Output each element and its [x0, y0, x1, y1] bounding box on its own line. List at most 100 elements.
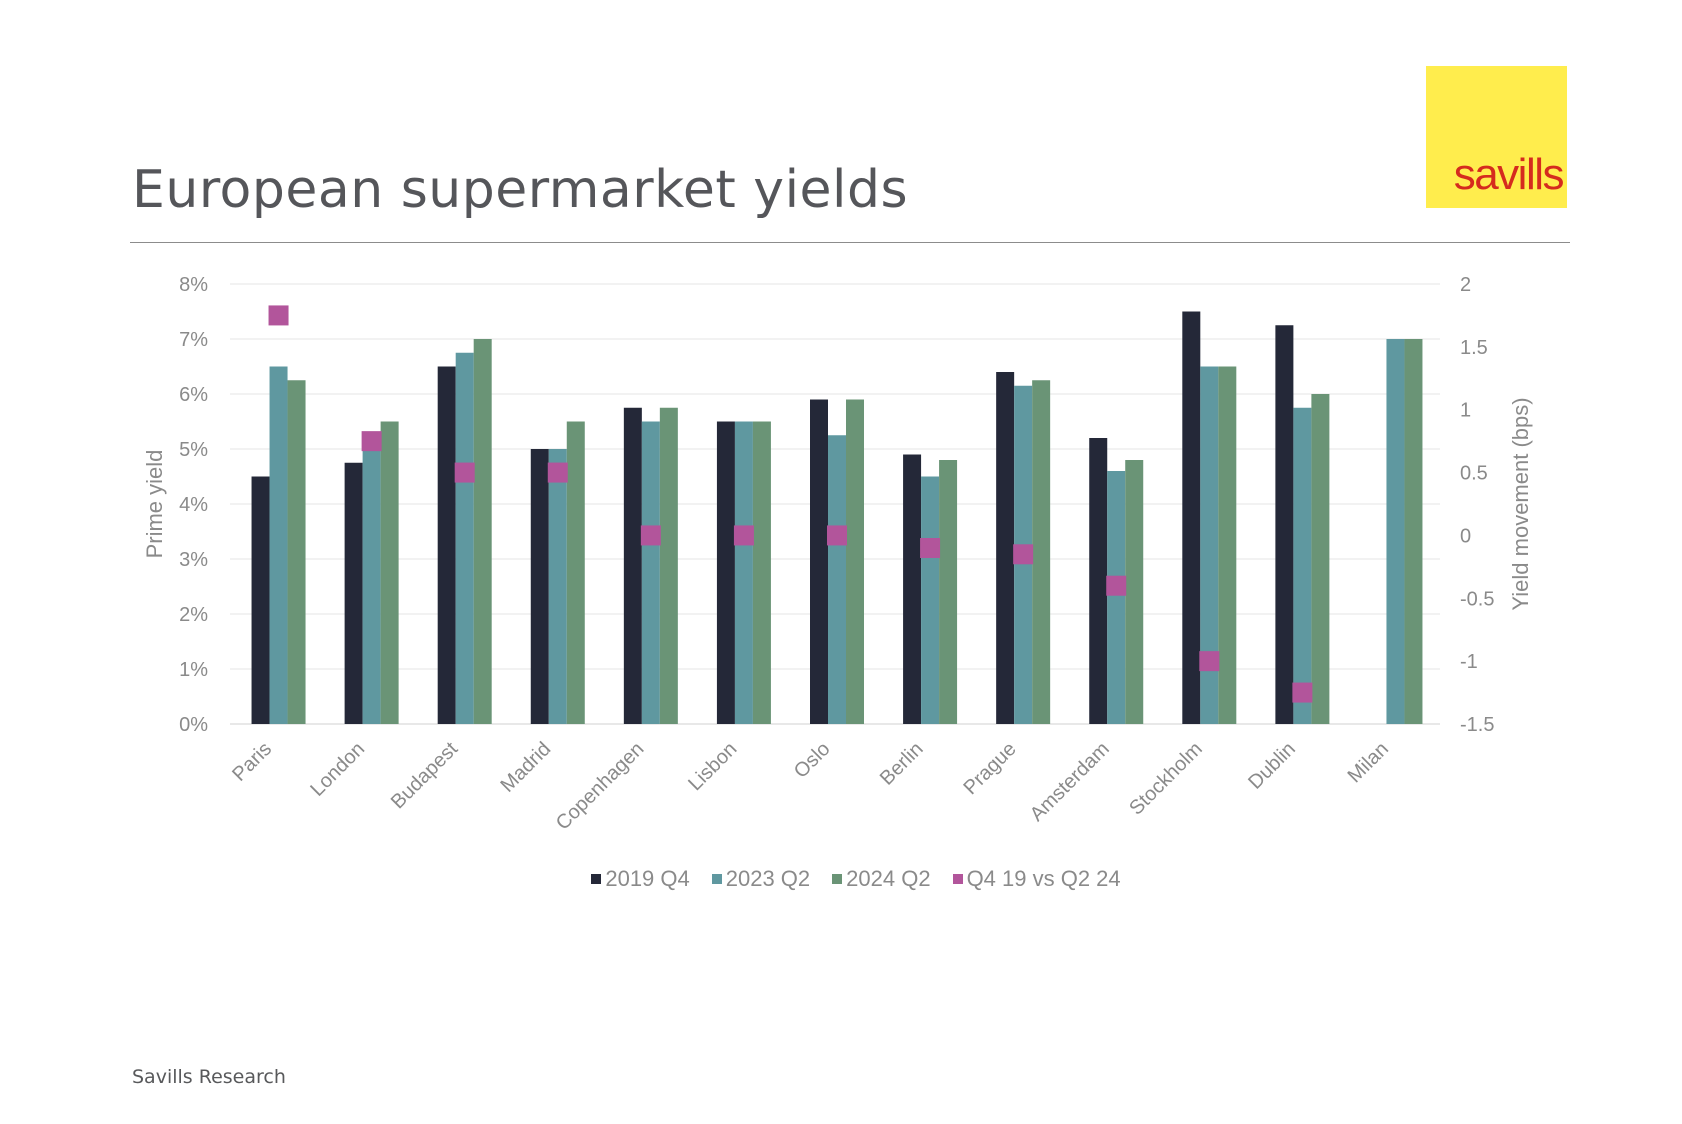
y-tick-label: 4% — [179, 494, 208, 516]
bar-2024-q2-budapest — [473, 339, 492, 724]
y2-tick-label: -1 — [1460, 651, 1478, 673]
bar-2023-q2-amsterdam — [1107, 471, 1126, 724]
movement-marker-prague — [1013, 544, 1034, 565]
y-tick-label: 5% — [179, 439, 208, 461]
page-title: European supermarket yields — [132, 160, 909, 220]
bar-2019-q4-stockholm — [1182, 311, 1201, 724]
bar-2019-q4-oslo — [810, 399, 828, 724]
bar-2024-q2-amsterdam — [1125, 460, 1144, 724]
x-tick-label: Copenhagen — [552, 738, 649, 835]
movement-marker-oslo — [827, 525, 847, 546]
bar-2024-q2-paris — [287, 380, 306, 724]
y2-tick-label: 1 — [1460, 400, 1471, 422]
bar-2023-q2-stockholm — [1200, 366, 1219, 724]
legend-swatch-2023-q2 — [711, 874, 722, 884]
legend-swatch-movement — [952, 874, 963, 884]
movement-marker-stockholm — [1199, 651, 1220, 672]
movement-marker-london — [361, 431, 382, 452]
x-tick-label: Budapest — [387, 738, 463, 814]
y2-tick-label: -1.5 — [1460, 714, 1494, 736]
bar-2019-q4-prague — [996, 372, 1015, 724]
bar-2024-q2-madrid — [566, 421, 585, 724]
legend-swatch-2019-q4 — [591, 874, 602, 884]
bar-2024-q2-berlin — [939, 460, 958, 724]
movement-marker-madrid — [547, 462, 568, 483]
bar-2023-q2-paris — [269, 366, 288, 724]
x-tick-label: Stockholm — [1125, 738, 1207, 820]
legend-label-2024-q2: 2024 Q2 — [846, 866, 931, 891]
footer-source: Savills Research — [132, 1066, 286, 1088]
x-tick-label: Berlin — [876, 738, 928, 790]
bar-2024-q2-milan — [1404, 339, 1423, 724]
savills-logo: savills — [1426, 66, 1567, 208]
y2-tick-label: 2 — [1460, 274, 1471, 296]
bar-2019-q4-amsterdam — [1089, 438, 1108, 724]
y2-tick-label: 0 — [1460, 525, 1471, 547]
x-tick-label: Madrid — [497, 738, 556, 797]
movement-marker-lisbon — [733, 525, 754, 546]
bar-2024-q2-stockholm — [1218, 366, 1237, 724]
y2-tick-label: -0.5 — [1460, 588, 1494, 610]
legend-item-2024-q2: 2024 Q2 — [832, 866, 931, 892]
y2-tick-label: 1.5 — [1460, 337, 1488, 359]
bar-2019-q4-paris — [251, 476, 270, 724]
bar-2019-q4-madrid — [530, 449, 549, 724]
movement-marker-amsterdam — [1106, 575, 1127, 596]
bar-2023-q2-budapest — [455, 352, 474, 724]
x-tick-label: Prague — [960, 738, 1021, 799]
y-tick-label: 1% — [179, 659, 208, 681]
title-divider — [130, 242, 1570, 243]
bar-2023-q2-oslo — [828, 435, 846, 724]
bar-2024-q2-copenhagen — [659, 407, 678, 724]
bar-2024-q2-london — [380, 421, 399, 724]
legend-label-2023-q2: 2023 Q2 — [725, 866, 811, 891]
x-tick-label: Dublin — [1244, 738, 1300, 794]
legend-item-2023-q2: 2023 Q2 — [711, 866, 811, 892]
bar-2023-q2-dublin — [1293, 407, 1312, 724]
x-tick-label: Paris — [228, 738, 276, 786]
legend-item-movement: Q4 19 vs Q2 24 — [952, 866, 1121, 892]
y-tick-label: 3% — [179, 549, 208, 571]
legend-swatch-2024-q2 — [832, 874, 843, 884]
movement-marker-paris — [268, 305, 289, 326]
y-tick-label: 8% — [179, 274, 208, 296]
bar-2019-q4-berlin — [903, 454, 922, 724]
x-tick-label: Oslo — [790, 738, 835, 783]
logo-text: savills — [1453, 150, 1565, 199]
y-tick-label: 6% — [179, 384, 208, 406]
x-tick-label: London — [306, 738, 369, 801]
bar-2023-q2-copenhagen — [641, 421, 660, 724]
y-tick-label: 7% — [179, 329, 208, 351]
x-tick-label: Amsterdam — [1026, 738, 1114, 826]
bar-2019-q4-lisbon — [716, 421, 735, 724]
bar-2023-q2-berlin — [921, 476, 940, 724]
movement-marker-dublin — [1292, 682, 1313, 703]
bar-2019-q4-copenhagen — [623, 407, 642, 724]
x-tick-label: Lisbon — [684, 738, 741, 795]
bar-2024-q2-dublin — [1311, 394, 1330, 724]
bar-2019-q4-dublin — [1275, 325, 1294, 724]
movement-marker-berlin — [920, 538, 941, 558]
y-tick-label: 0% — [179, 714, 208, 736]
y-tick-label: 2% — [179, 604, 208, 626]
y2-axis-title: Yield movement (bps) — [1508, 397, 1533, 610]
chart-legend: 2019 Q4 2023 Q2 2024 Q2 Q4 19 vs Q2 24 — [0, 866, 1682, 892]
bar-2023-q2-madrid — [548, 449, 567, 724]
bar-2024-q2-lisbon — [752, 421, 771, 724]
legend-label-2019-q4: 2019 Q4 — [605, 866, 690, 891]
bar-2023-q2-london — [362, 449, 381, 724]
y2-tick-label: 0.5 — [1460, 463, 1488, 485]
bar-2024-q2-prague — [1032, 380, 1051, 724]
x-tick-label: Milan — [1344, 738, 1393, 787]
legend-label-movement: Q4 19 vs Q2 24 — [966, 866, 1121, 891]
bar-2019-q4-london — [344, 462, 363, 724]
legend-item-2019-q4: 2019 Q4 — [591, 866, 690, 892]
movement-marker-copenhagen — [640, 525, 661, 546]
movement-marker-budapest — [454, 462, 475, 483]
y-axis-title: Prime yield — [142, 450, 167, 559]
bar-2023-q2-lisbon — [734, 421, 753, 724]
bar-2019-q4-budapest — [437, 366, 456, 724]
bar-2024-q2-oslo — [846, 399, 864, 724]
bar-2023-q2-milan — [1386, 339, 1405, 724]
